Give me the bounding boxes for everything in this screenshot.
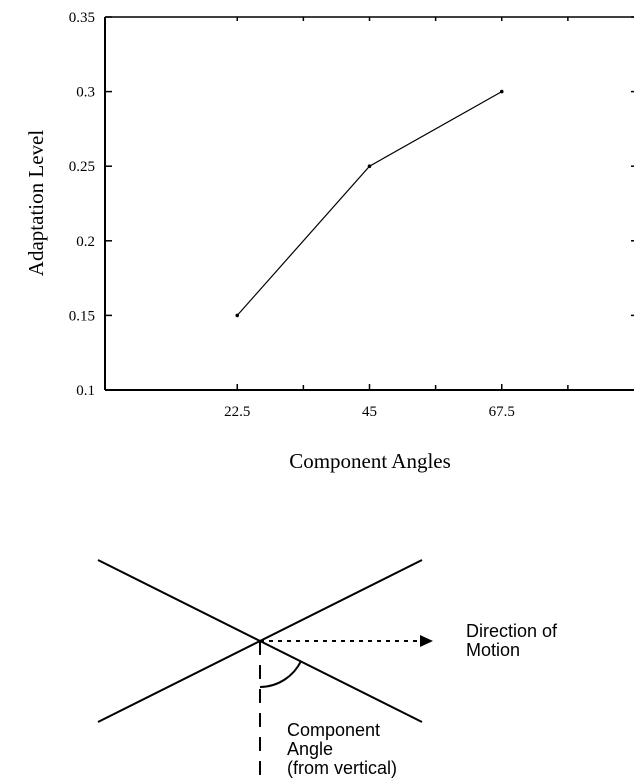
x-ticks: 22.5 45 67.5 [224,17,515,420]
data-point [499,89,504,94]
angle-arc [259,660,302,688]
x-minor-ticks [302,17,569,390]
x-tick-label: 22.5 [224,404,250,420]
direction-label-line-1: Direction of [466,621,558,641]
y-tick-label: 0.2 [76,234,95,250]
data-point [235,313,240,318]
angle-label-line-3: (from vertical) [287,758,397,778]
component-angle-label: Component Angle (from vertical) [287,720,397,778]
series-line [236,91,503,316]
component-angle-diagram: Direction of Motion Component Angle (fro… [97,559,562,783]
x-axis-title: Component Angles [289,449,451,473]
series-group [235,89,504,318]
direction-label-line-2: Motion [466,640,520,660]
y-ticks: 0.1 0.15 0.2 0.25 0.3 0.35 [69,10,112,399]
x-tick-label: 45 [362,404,377,420]
y-tick-label: 0.15 [69,308,95,324]
x-tick-label: 67.5 [489,404,515,420]
angle-label-line-2: Angle [287,739,333,759]
direction-of-motion-label: Direction of Motion [466,621,562,660]
angle-label-line-1: Component [287,720,380,740]
data-point [367,164,372,168]
y-tick-label: 0.3 [76,85,95,101]
y-tick-label: 0.25 [69,159,95,175]
y-tick-label: 0.35 [69,10,95,26]
chart: 0.1 0.15 0.2 0.25 0.3 0.35 22.5 45 67.5 Compone… [24,10,634,473]
y-tick-label: 0.1 [76,383,95,399]
plot-frame [104,16,634,391]
y-axis-title: Adaptation Level [24,130,48,277]
direction-arrowhead-icon [420,635,433,647]
